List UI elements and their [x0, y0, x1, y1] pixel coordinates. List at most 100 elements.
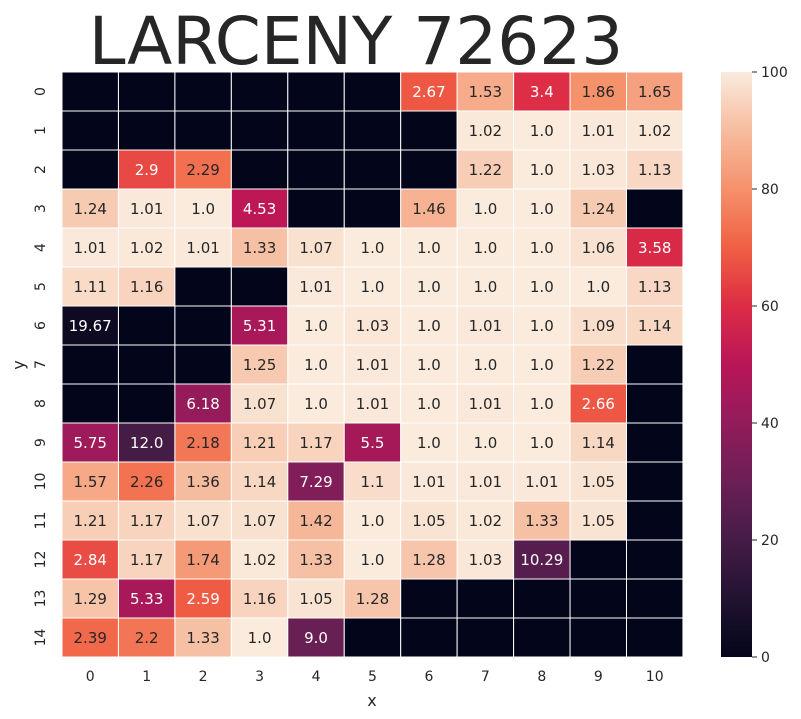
- heatmap-cell: [626, 110, 684, 151]
- heatmap-cell: [61, 305, 119, 346]
- heatmap-cell: [456, 344, 515, 385]
- cell-value-label: 1.0: [361, 512, 385, 530]
- y-axis-label: y: [9, 360, 28, 369]
- heatmap-cell: [569, 71, 627, 112]
- heatmap-cell: [230, 305, 289, 346]
- heatmap-cell: [456, 617, 515, 658]
- heatmap-cell: [456, 500, 515, 541]
- heatmap-cell: [626, 71, 684, 112]
- heatmap-cell: [569, 188, 627, 229]
- heatmap-cell: [569, 383, 627, 424]
- cell-value-label: 1.01: [356, 395, 389, 413]
- cell-value-label: 1.03: [356, 317, 389, 335]
- heatmap-cell: [117, 110, 176, 151]
- colorbar: [721, 72, 752, 657]
- cell-value-label: 2.26: [130, 473, 163, 491]
- cell-value-label: 1.03: [582, 161, 615, 179]
- heatmap-cell: [626, 617, 684, 658]
- cell-value-label: 1.0: [304, 317, 328, 335]
- cell-value-label: 1.05: [582, 473, 615, 491]
- heatmap-cell: [343, 266, 402, 307]
- y-tick-label: 6: [33, 321, 49, 330]
- heatmap-cell: [230, 71, 289, 112]
- colorbar-tick-label: 60: [761, 299, 779, 315]
- y-tick-label: 14: [33, 629, 49, 647]
- cell-value-label: 1.0: [530, 278, 554, 296]
- cell-value-label: 5.75: [74, 434, 107, 452]
- heatmap-cell: [343, 422, 402, 463]
- heatmap-cell: [400, 344, 458, 385]
- cell-value-label: 1.01: [130, 200, 163, 218]
- cell-value-label: 7.29: [299, 473, 332, 491]
- heatmap-cell: [174, 188, 232, 229]
- heatmap-cell: [61, 344, 119, 385]
- heatmap-cell: [626, 266, 684, 307]
- heatmap-cell: [61, 383, 119, 424]
- heatmap-cell: [569, 305, 627, 346]
- heatmap-cell: [343, 461, 402, 502]
- heatmap-cell: [287, 578, 345, 619]
- cell-value-label: 1.22: [582, 356, 615, 374]
- cell-value-label: 6.18: [186, 395, 219, 413]
- cell-value-label: 9.0: [304, 629, 328, 647]
- heatmap-cell: [513, 110, 571, 151]
- x-tick-label: 8: [537, 669, 546, 685]
- cell-value-label: 1.16: [243, 590, 276, 608]
- cell-value-label: 1.24: [582, 200, 615, 218]
- cell-value-label: 1.57: [74, 473, 107, 491]
- cell-value-label: 1.0: [530, 200, 554, 218]
- cell-value-label: 1.01: [186, 239, 219, 257]
- heatmap-cell: [343, 305, 402, 346]
- heatmap-cell: [513, 461, 571, 502]
- heatmap-cell: [626, 422, 684, 463]
- heatmap-cell: [287, 71, 345, 112]
- cell-value-label: 1.0: [417, 317, 441, 335]
- heatmap-cell: [343, 149, 402, 190]
- x-tick-label: 1: [142, 669, 151, 685]
- y-tick-label: 7: [33, 360, 49, 369]
- heatmap-cell: [287, 422, 345, 463]
- heatmap-cell: [61, 266, 119, 307]
- cell-value-label: 2.18: [186, 434, 219, 452]
- cell-value-label: 2.84: [74, 551, 107, 569]
- heatmap-cell: [61, 617, 119, 658]
- heatmap-cell: [287, 149, 345, 190]
- heatmap-cell: [174, 500, 232, 541]
- cell-value-label: 3.4: [530, 83, 554, 101]
- heatmap-cell: [61, 71, 119, 112]
- heatmap-cell: [569, 617, 627, 658]
- heatmap-cell: [343, 188, 402, 229]
- y-tick-label: 12: [33, 551, 49, 569]
- cell-value-label: 1.07: [243, 512, 276, 530]
- heatmap-cell: [569, 227, 627, 268]
- heatmap-cell: [456, 578, 515, 619]
- x-tick-label: 6: [424, 669, 433, 685]
- cell-value-label: 1.0: [530, 161, 554, 179]
- cell-value-label: 1.0: [473, 200, 497, 218]
- cell-value-label: 1.14: [243, 473, 276, 491]
- heatmap-cell: [626, 149, 684, 190]
- heatmap-cell: [569, 578, 627, 619]
- cell-value-label: 1.0: [304, 395, 328, 413]
- cell-value-label: 4.53: [243, 200, 276, 218]
- cell-value-label: 1.33: [186, 629, 219, 647]
- heatmap-cell: [456, 71, 515, 112]
- cell-value-label: 1.1: [361, 473, 385, 491]
- colorbar-ticks: 0 20 40 60 80 100: [752, 65, 788, 666]
- cell-value-label: 1.11: [74, 278, 107, 296]
- heatmap-cell: [400, 305, 458, 346]
- cell-value-label: 1.0: [417, 278, 441, 296]
- cell-value-label: 1.05: [582, 512, 615, 530]
- heatmap-cell: [174, 578, 232, 619]
- heatmap-cell: [626, 500, 684, 541]
- heatmap-cell: [513, 383, 571, 424]
- y-tick-label: 2: [33, 165, 49, 174]
- colorbar-tick-label: 0: [761, 650, 770, 666]
- cell-value-label: 1.14: [638, 317, 671, 335]
- heatmap-cell: [174, 461, 232, 502]
- chart-title: LARCENY 72623: [89, 3, 623, 80]
- cell-value-label: 1.53: [469, 83, 502, 101]
- heatmap-cell: [117, 305, 176, 346]
- heatmap-cell: [343, 227, 402, 268]
